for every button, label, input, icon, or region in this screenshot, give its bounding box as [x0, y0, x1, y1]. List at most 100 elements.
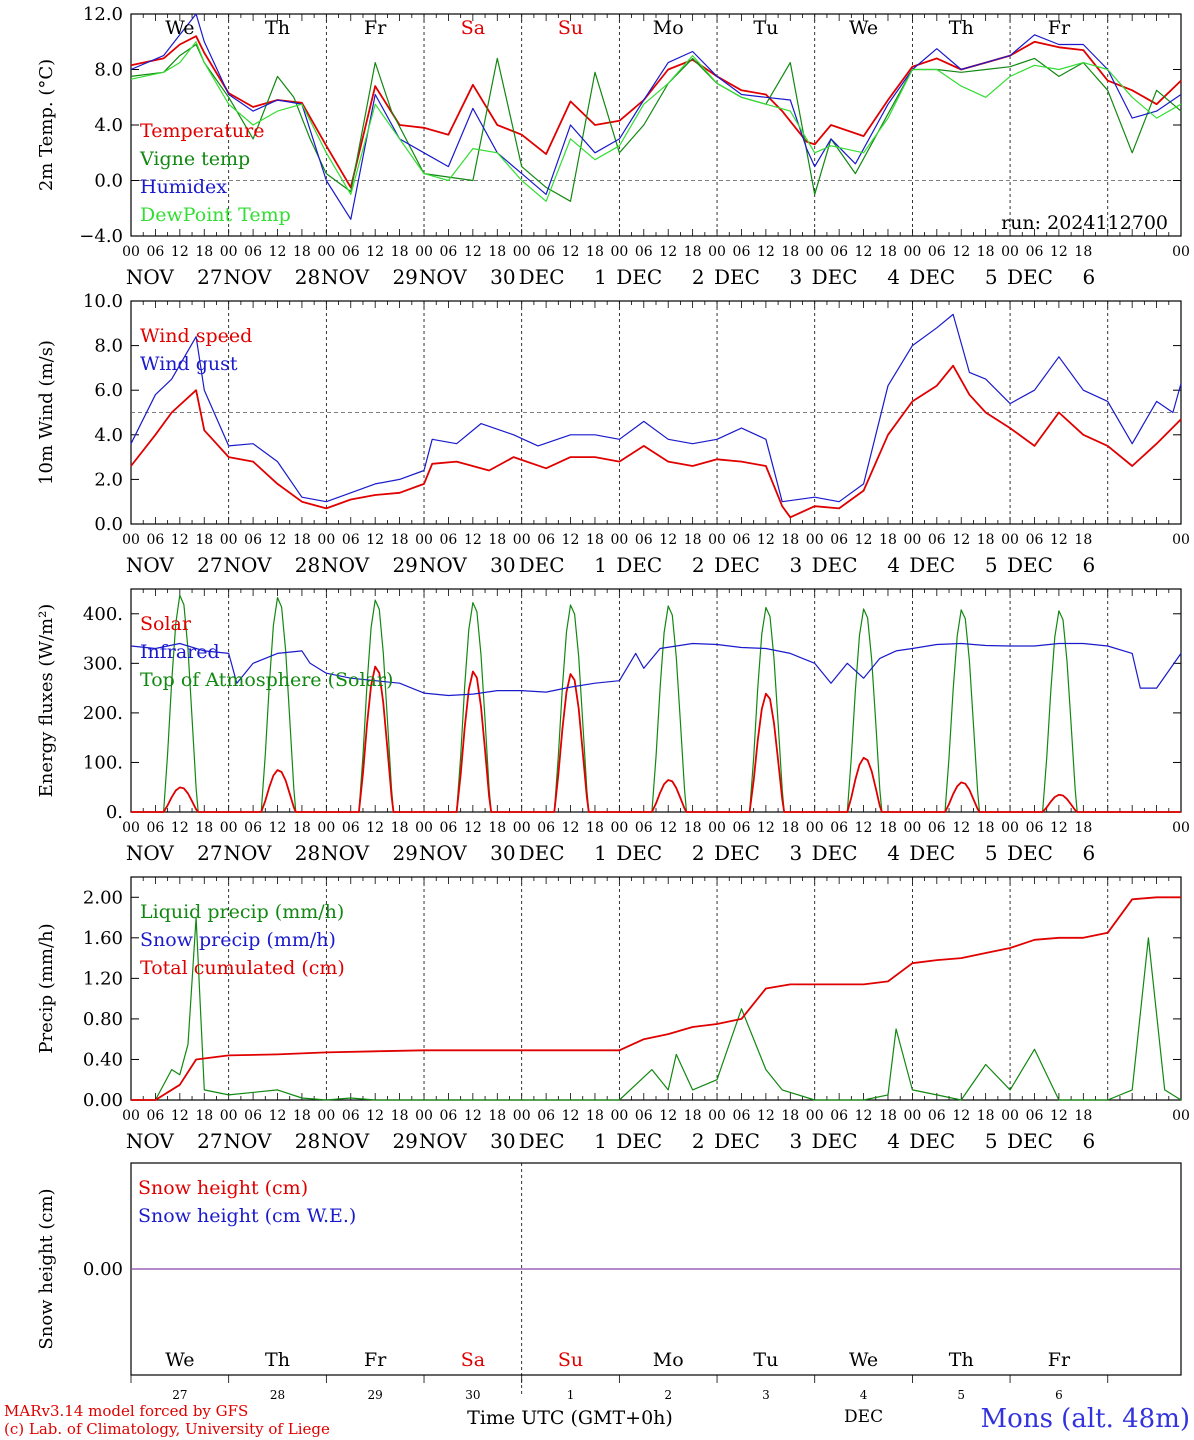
hour-tick-label: 06 [342, 532, 360, 548]
date-day-label: 2 [692, 265, 705, 289]
hour-tick-label: 06 [342, 244, 360, 260]
date-month-label: DEC [812, 553, 858, 577]
hour-tick-label: 00 [806, 532, 824, 548]
hour-tick-label: 18 [684, 532, 702, 548]
hour-tick-label: 06 [1026, 244, 1044, 260]
hour-tick-label: 18 [879, 244, 897, 260]
hour-tick-label: 00 [1172, 820, 1190, 836]
date-day-label: 30 [490, 553, 515, 577]
hour-tick-label: 06 [733, 820, 751, 836]
date-month-label: NOV [224, 265, 273, 289]
date-month-label: DEC [616, 265, 662, 289]
hour-tick-label: 18 [879, 1108, 897, 1124]
hour-tick-label: 18 [1074, 820, 1092, 836]
hour-tick-label: 12 [171, 820, 189, 836]
hour-tick-label: 06 [1026, 532, 1044, 548]
hour-tick-label: 00 [220, 1108, 238, 1124]
hour-tick-label: 12 [757, 820, 775, 836]
bottom-weekday-label: Sa [461, 1349, 485, 1371]
legend-entry: Temperature [140, 120, 264, 142]
bottom-weekday-label: Mo [653, 1349, 684, 1371]
hour-tick-label: 18 [684, 1108, 702, 1124]
y-tick-label: 0.00 [83, 1259, 123, 1280]
date-month-label: NOV [126, 841, 175, 865]
date-month-label: DEC [519, 1129, 565, 1153]
hour-tick-label: 18 [195, 244, 213, 260]
hour-tick-label: 00 [1172, 532, 1190, 548]
hour-tick-label: 18 [586, 244, 604, 260]
hour-tick-label: 12 [659, 1108, 677, 1124]
hour-tick-label: 12 [464, 820, 482, 836]
hour-tick-label: 00 [317, 1108, 335, 1124]
hour-tick-label: 00 [903, 1108, 921, 1124]
hour-tick-label: 06 [830, 1108, 848, 1124]
date-day-label: 27 [197, 841, 222, 865]
date-day-label: 30 [490, 841, 515, 865]
series-line [130, 35, 1182, 189]
series-line [130, 313, 1182, 503]
hour-tick-label: 00 [415, 532, 433, 548]
hour-tick-label: 06 [635, 244, 653, 260]
hour-tick-label: 06 [342, 1108, 360, 1124]
hour-tick-label: 12 [366, 1108, 384, 1124]
date-month-label: DEC [616, 1129, 662, 1153]
hour-tick-label: 00 [513, 532, 531, 548]
date-day-label: 28 [295, 553, 320, 577]
y-tick-label: 8.0 [94, 60, 123, 81]
hour-tick-label: 18 [293, 1108, 311, 1124]
date-day-label: 1 [594, 265, 607, 289]
hour-tick-label: 18 [1074, 1108, 1092, 1124]
date-day-label: 3 [790, 553, 803, 577]
hour-tick-label: 00 [708, 532, 726, 548]
hour-tick-label: 18 [977, 244, 995, 260]
legend-entry: Snow height (cm W.E.) [138, 1205, 356, 1227]
hour-tick-label: 06 [635, 1108, 653, 1124]
date-month-label: DEC [909, 1129, 955, 1153]
legend-entry: Infrared [140, 641, 220, 663]
y-tick-label: 12.0 [83, 4, 123, 25]
hour-tick-label: 06 [537, 1108, 555, 1124]
date-day-label: 4 [887, 265, 900, 289]
bottom-day-number: 4 [860, 1388, 868, 1402]
date-day-label: 28 [295, 265, 320, 289]
legend-entry: Snow precip (mm/h) [140, 929, 336, 951]
hour-tick-label: 06 [928, 820, 946, 836]
y-tick-label: 0.80 [83, 1009, 123, 1030]
legend-entry: Solar [140, 613, 192, 635]
weekday-label: Sa [461, 17, 485, 39]
date-month-label: NOV [419, 265, 468, 289]
hour-tick-label: 06 [928, 244, 946, 260]
date-month-label: DEC [909, 841, 955, 865]
hour-tick-label: 06 [342, 820, 360, 836]
hour-tick-label: 00 [1001, 532, 1019, 548]
bottom-day-number: 2 [664, 1388, 672, 1402]
hour-tick-label: 18 [293, 820, 311, 836]
weekday-label: We [165, 17, 194, 39]
y-tick-label: 6.0 [94, 380, 123, 401]
hour-tick-label: 06 [244, 244, 262, 260]
date-day-label: 30 [490, 265, 515, 289]
date-day-label: 6 [1083, 1129, 1096, 1153]
hour-tick-label: 18 [488, 244, 506, 260]
hour-tick-label: 18 [488, 1108, 506, 1124]
legend-entry: Wind gust [140, 353, 238, 375]
hour-tick-label: 00 [610, 1108, 628, 1124]
date-month-label: NOV [419, 841, 468, 865]
hour-tick-label: 00 [708, 820, 726, 836]
hour-tick-label: 18 [195, 1108, 213, 1124]
bottom-day-number: 30 [465, 1388, 480, 1402]
hour-tick-label: 12 [1050, 532, 1068, 548]
hour-tick-label: 06 [244, 1108, 262, 1124]
run-label: run: 2024112700 [1001, 212, 1168, 234]
y-axis-title: 2m Temp. (°C) [36, 59, 57, 191]
series-line [130, 364, 1182, 519]
x-axis-title: Time UTC (GMT+0h) [467, 1407, 673, 1429]
y-tick-label: 0.40 [83, 1049, 123, 1070]
hour-tick-label: 06 [537, 820, 555, 836]
hour-tick-label: 00 [1001, 1108, 1019, 1124]
hour-tick-label: 06 [147, 820, 165, 836]
hour-tick-label: 06 [928, 1108, 946, 1124]
hour-tick-label: 18 [684, 244, 702, 260]
panel-4: 2.00 1.60 1.20 0.80 0.40 0.00 Precip (mm/h) Liq… [36, 876, 1190, 1153]
legend-entry: Humidex [140, 176, 227, 198]
